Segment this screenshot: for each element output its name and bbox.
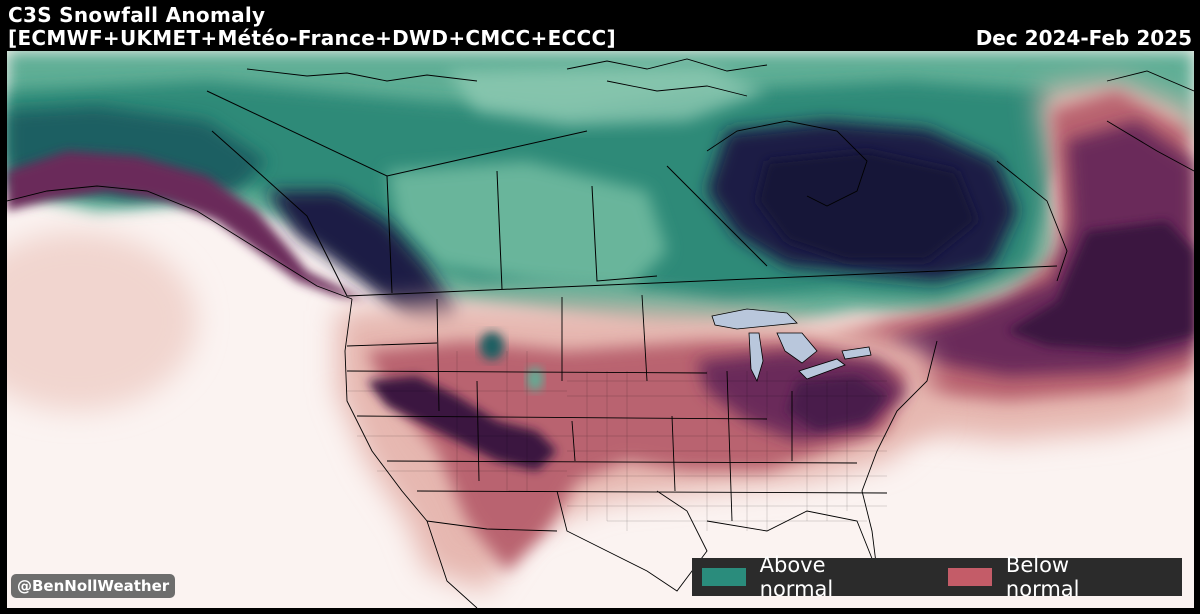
border-nv-ut bbox=[476, 380, 480, 482]
legend-below-swatch bbox=[948, 568, 992, 586]
labrador-coast bbox=[996, 160, 1068, 282]
ohio-valley-plum-deep bbox=[787, 376, 887, 431]
arctic-coastlines bbox=[7, 58, 1194, 300]
legend-above-label: Above normal bbox=[759, 553, 834, 601]
wyoming-teal-spot bbox=[527, 367, 543, 391]
author-credit: @BenNollWeather bbox=[11, 574, 176, 598]
alaska-coast bbox=[7, 185, 353, 300]
atlantic-plum-deep bbox=[1007, 221, 1194, 351]
map-title: C3S Snowfall Anomaly bbox=[8, 3, 266, 27]
border-co-ks bbox=[571, 420, 576, 462]
canada-us-border bbox=[346, 265, 1058, 297]
border-wa-or bbox=[346, 342, 438, 347]
border-mb-on bbox=[591, 185, 658, 282]
arctic-teal-pale bbox=[447, 66, 767, 126]
texas-outline bbox=[556, 490, 708, 592]
anomaly-map bbox=[7, 51, 1194, 608]
border-lat-37 bbox=[386, 460, 858, 464]
border-on-qc bbox=[666, 165, 768, 267]
mexico-coast bbox=[426, 520, 478, 608]
montana-teal-spot bbox=[480, 332, 504, 360]
border-nwt bbox=[206, 90, 588, 177]
arctic-coast-west bbox=[246, 68, 478, 82]
border-nd-mn bbox=[641, 294, 648, 382]
alaska-below-normal bbox=[7, 151, 367, 301]
hudson-bay bbox=[706, 120, 868, 207]
lake-ontario bbox=[841, 346, 872, 360]
mexico-border bbox=[426, 520, 558, 532]
legend-above-swatch bbox=[702, 568, 746, 586]
greenland-edge bbox=[1106, 70, 1194, 172]
rockies-deep-snow bbox=[267, 191, 457, 341]
southwest-deep-deficit bbox=[367, 376, 557, 471]
lake-michigan bbox=[748, 332, 764, 383]
legend: Above normal Below normal bbox=[692, 553, 1182, 601]
quebec-navy-inner bbox=[757, 151, 977, 261]
great-lakes bbox=[711, 308, 872, 383]
county-lines bbox=[347, 351, 887, 531]
border-bc-ab bbox=[211, 130, 348, 297]
map-canvas bbox=[7, 51, 1194, 608]
border-sk-mb bbox=[496, 170, 503, 290]
legend-below-label: Below normal bbox=[1005, 553, 1080, 601]
border-lat-41 bbox=[356, 415, 768, 420]
border-ab-sk bbox=[386, 175, 393, 294]
canada-borders bbox=[206, 90, 1058, 297]
pacific-anomaly-light bbox=[7, 231, 197, 411]
us-west-coast bbox=[344, 298, 428, 522]
border-ks-mo bbox=[671, 415, 676, 492]
lake-huron bbox=[776, 332, 818, 364]
arctic-islands bbox=[566, 58, 768, 97]
forecast-period: Dec 2024-Feb 2025 bbox=[975, 26, 1192, 50]
border-lat-34 bbox=[416, 490, 888, 494]
lake-erie bbox=[798, 358, 846, 380]
model-list: [ECMWF+UKMET+Météo-France+DWD+CMCC+ECCC] bbox=[8, 26, 616, 50]
canada-teal-light-core bbox=[387, 161, 667, 291]
border-id-mt bbox=[436, 298, 440, 412]
lake-superior bbox=[711, 308, 798, 330]
